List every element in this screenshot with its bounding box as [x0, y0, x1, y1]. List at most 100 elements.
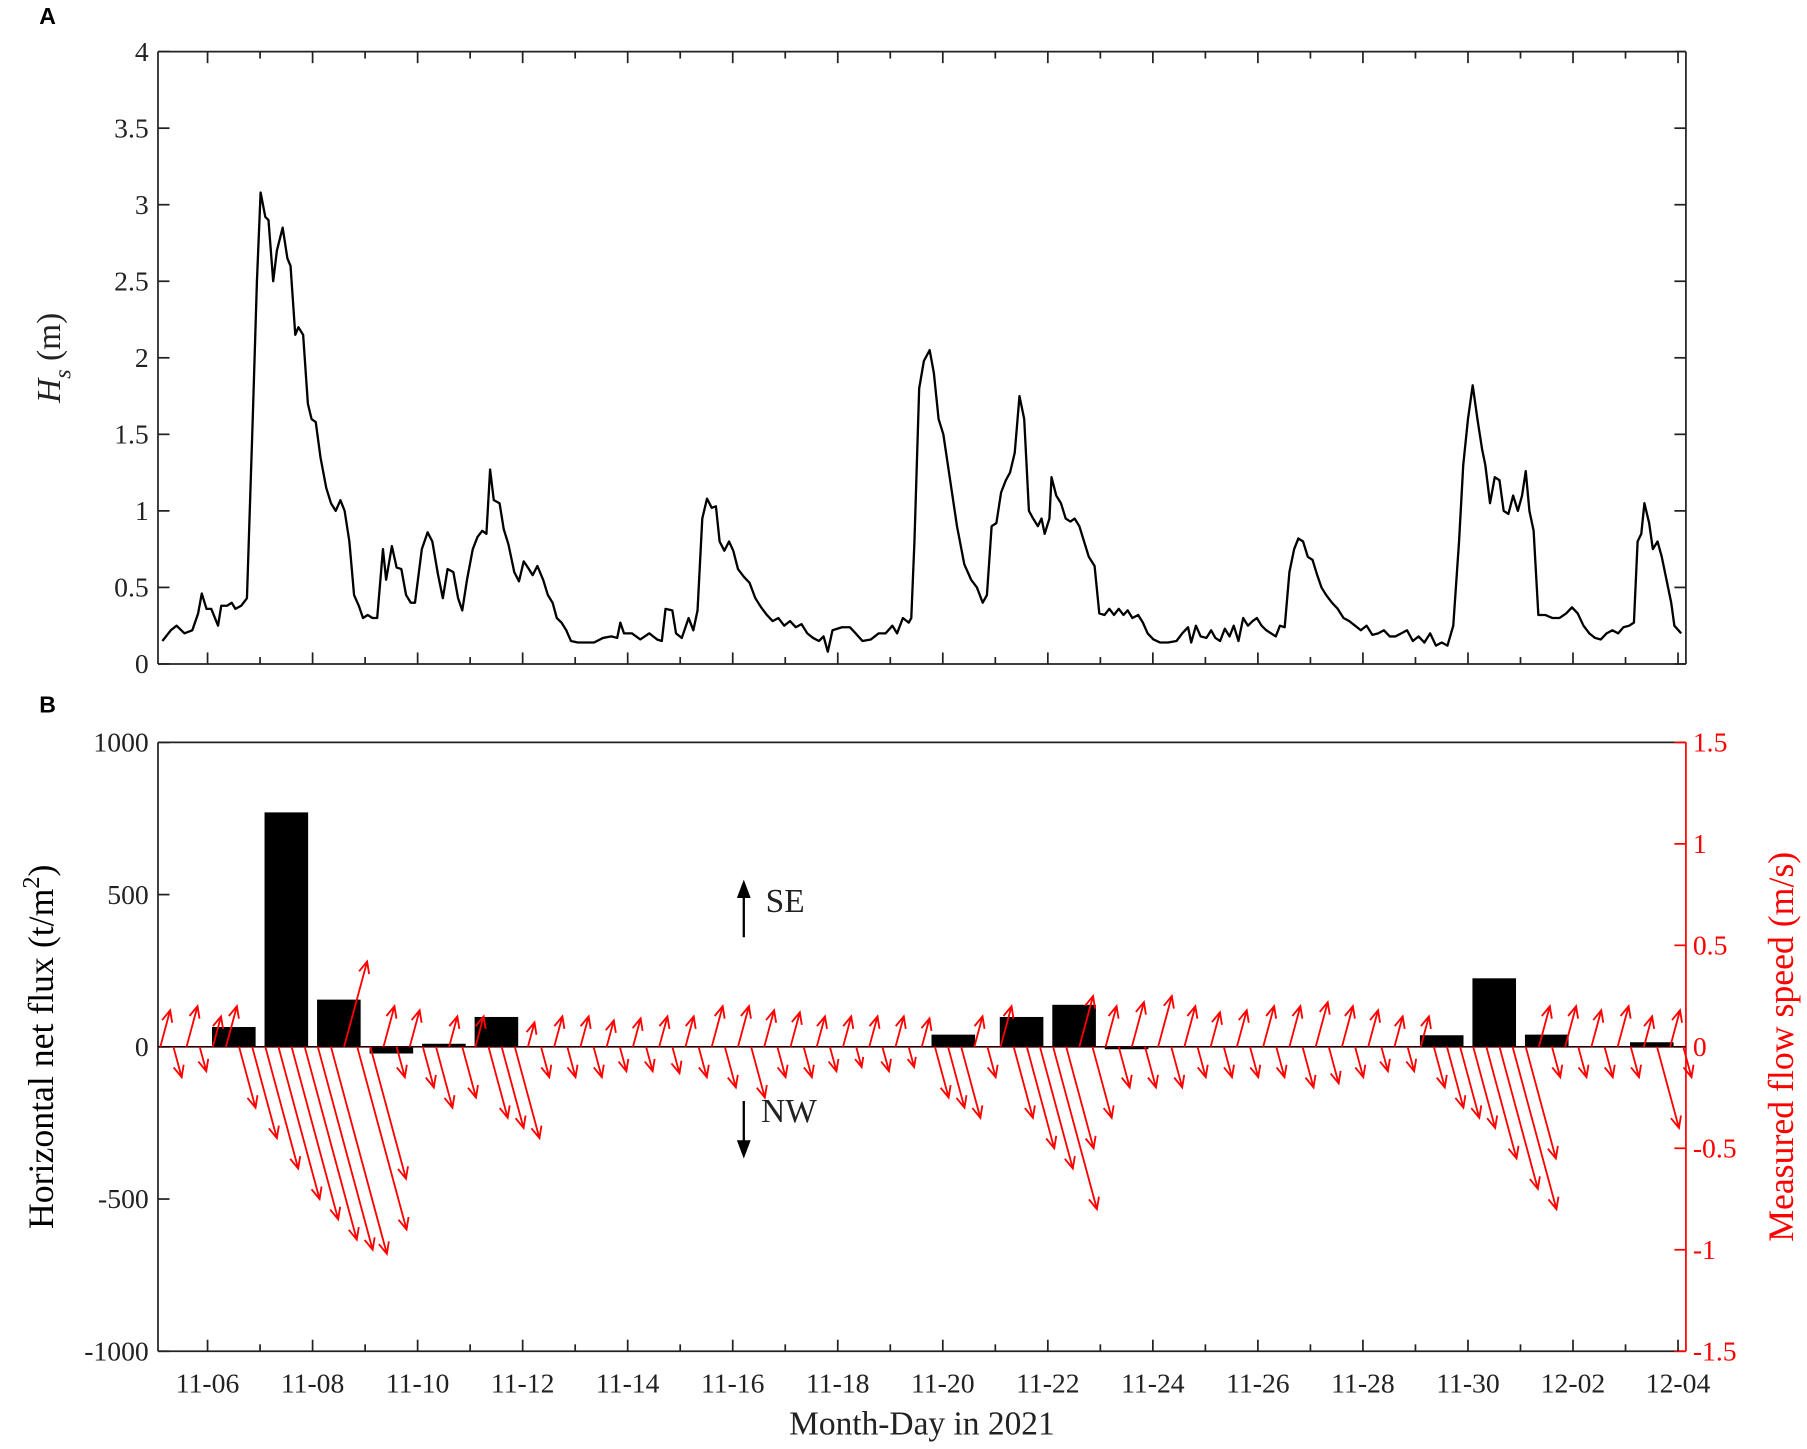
y-tick-label: 3.5: [114, 112, 149, 143]
flux-bar: [474, 1016, 519, 1047]
flow-arrow: [684, 1014, 697, 1048]
panel-letter: B: [39, 691, 56, 717]
flow-arrow: [238, 1046, 259, 1110]
y-tick-label: -500: [98, 1183, 149, 1214]
flow-arrow: [1039, 1046, 1076, 1171]
y-tick-label: 0: [135, 648, 149, 679]
x-tick-label: 11-28: [1331, 1368, 1395, 1399]
flow-arrow: [1498, 1046, 1541, 1192]
flow-arrow: [1551, 1046, 1564, 1080]
y-axis-label: Hs (m): [31, 313, 76, 404]
flow-arrow: [382, 1004, 398, 1048]
y-tick-label: 1: [135, 495, 149, 526]
flow-arrow: [868, 1014, 881, 1048]
flow-arrow: [1078, 993, 1096, 1048]
x-tick-label: 11-16: [701, 1368, 765, 1399]
flow-arrow: [1446, 1046, 1467, 1110]
y-tick-label: 3: [135, 189, 149, 220]
flow-arrow: [330, 1046, 390, 1256]
flow-arrow: [1432, 1046, 1448, 1090]
flow-arrow: [277, 1046, 323, 1202]
flow-arrow: [737, 1004, 752, 1048]
flow-arrow: [934, 1046, 952, 1100]
flow-arrow: [448, 1014, 461, 1048]
flow-arrow: [842, 1014, 855, 1048]
flow-arrow: [1379, 1046, 1391, 1074]
flow-arrow: [658, 1014, 671, 1048]
flow-arrow: [1262, 1004, 1278, 1048]
flow-arrow: [1275, 1046, 1288, 1080]
y2-tick-label: 0.5: [1693, 930, 1728, 961]
flow-arrow: [303, 1046, 360, 1242]
x-tick-label: 11-26: [1226, 1368, 1290, 1399]
x-tick-label: 11-10: [386, 1368, 450, 1399]
flow-arrow: [566, 1046, 579, 1080]
x-tick-label: 11-08: [281, 1368, 345, 1399]
x-tick-label: 11-30: [1436, 1368, 1500, 1399]
flow-arrow: [435, 1046, 456, 1110]
y2-tick-label: -0.5: [1693, 1133, 1737, 1164]
flow-arrow: [474, 1014, 487, 1048]
nw-arrow: [736, 1101, 751, 1159]
flow-arrow: [1249, 1046, 1262, 1080]
y-label-unit: (m): [31, 313, 68, 361]
flow-arrow: [1629, 1046, 1642, 1080]
y-tick-label: 0.5: [114, 572, 149, 603]
flow-arrow: [1669, 1008, 1683, 1048]
flow-arrow: [723, 1046, 739, 1090]
flow-arrow: [1012, 1046, 1036, 1121]
flow-arrow: [750, 1046, 768, 1100]
flow-arrow: [264, 1046, 302, 1171]
flow-arrow: [776, 1046, 789, 1080]
flow-arrow: [986, 1046, 999, 1080]
y-tick-label: 4: [135, 36, 149, 67]
flow-arrow: [1511, 1046, 1560, 1212]
flow-arrow: [1524, 1046, 1559, 1161]
flow-arrow: [356, 1046, 410, 1232]
x-tick-label: 11-22: [1016, 1368, 1080, 1399]
flow-arrow: [1117, 1046, 1133, 1090]
flow-arrow: [1104, 1004, 1120, 1048]
flow-arrow: [540, 1046, 553, 1080]
flow-arrow: [369, 1046, 409, 1181]
y-tick-label: 0: [135, 1031, 149, 1062]
flow-arrow: [225, 1004, 240, 1048]
flow-arrow: [290, 1046, 342, 1222]
y2-tick-label: 1.5: [1693, 727, 1728, 758]
flow-arrow: [1327, 1046, 1342, 1086]
flow-arrow: [592, 1046, 605, 1080]
flow-arrow: [617, 1046, 630, 1074]
flow-arrow: [710, 1004, 726, 1048]
flow-arrow: [802, 1046, 815, 1080]
flow-arrow: [343, 959, 371, 1048]
flow-arrow: [316, 1046, 376, 1252]
flow-arrow: [1301, 1046, 1317, 1090]
flow-arrow: [211, 1014, 224, 1048]
flow-arrow: [1157, 993, 1175, 1048]
flow-arrow: [1393, 1014, 1406, 1048]
x-tick-label: 11-18: [806, 1368, 870, 1399]
flow-arrow: [525, 1020, 538, 1048]
flow-arrow: [894, 1014, 907, 1048]
flow-arrow: [1485, 1046, 1520, 1161]
flow-arrow: [605, 1018, 617, 1048]
flow-arrow: [579, 1014, 592, 1048]
flux-bar: [422, 1043, 466, 1047]
flow-arrow: [1144, 1046, 1159, 1090]
y2-axis-label: Measured flow speed (m/s): [1761, 852, 1801, 1242]
flow-arrow: [1065, 1046, 1097, 1151]
flow-arrow: [1682, 1046, 1695, 1080]
flow-arrow: [159, 1008, 174, 1048]
flow-arrow: [1590, 1008, 1605, 1048]
flow-arrow: [947, 1046, 968, 1110]
flow-arrow: [1196, 1046, 1209, 1080]
y-label-subscript: s: [49, 369, 76, 378]
flow-arrow: [421, 1046, 437, 1090]
flux-bar: [1104, 1046, 1149, 1050]
flow-arrow: [408, 1008, 423, 1048]
y2-tick-label: 0: [1693, 1031, 1707, 1062]
flow-arrow: [500, 1046, 527, 1131]
y-tick-label: 500: [107, 879, 148, 910]
flow-arrow: [197, 1046, 210, 1074]
